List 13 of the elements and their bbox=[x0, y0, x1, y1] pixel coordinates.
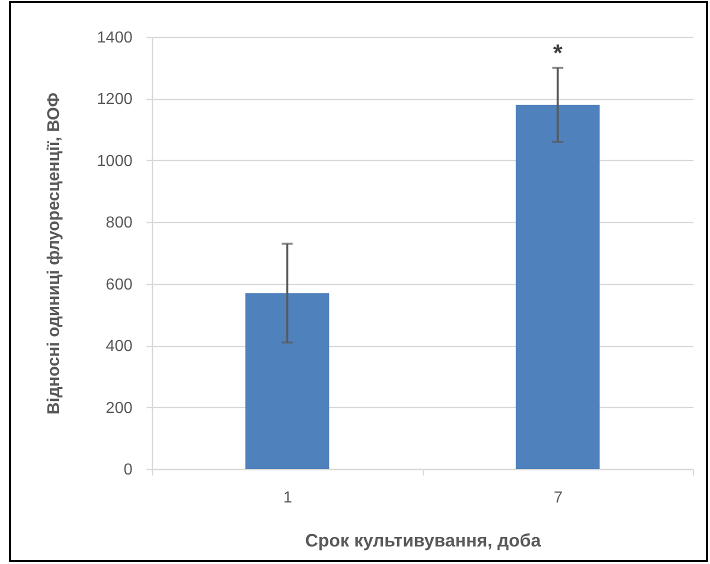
y-tick-label: 0 bbox=[124, 462, 133, 478]
y-tick-label: 1200 bbox=[96, 91, 133, 108]
y-tick-label: 200 bbox=[106, 400, 133, 417]
x-tick-label: 1 bbox=[283, 490, 292, 506]
x-axis-title: Срок культивування, доба bbox=[305, 530, 542, 550]
annotation: * bbox=[553, 40, 564, 67]
y-tick-label: 600 bbox=[106, 276, 133, 294]
x-tick-label: 7 bbox=[554, 490, 563, 506]
y-axis-title: Відносні одиниці флуоресценції, ВОФ bbox=[44, 92, 63, 415]
y-tick-label: 1400 bbox=[96, 30, 133, 46]
y-tick-label: 1000 bbox=[96, 152, 133, 170]
y-tick-label: 800 bbox=[106, 214, 133, 232]
y-tick-label: 400 bbox=[106, 338, 133, 356]
